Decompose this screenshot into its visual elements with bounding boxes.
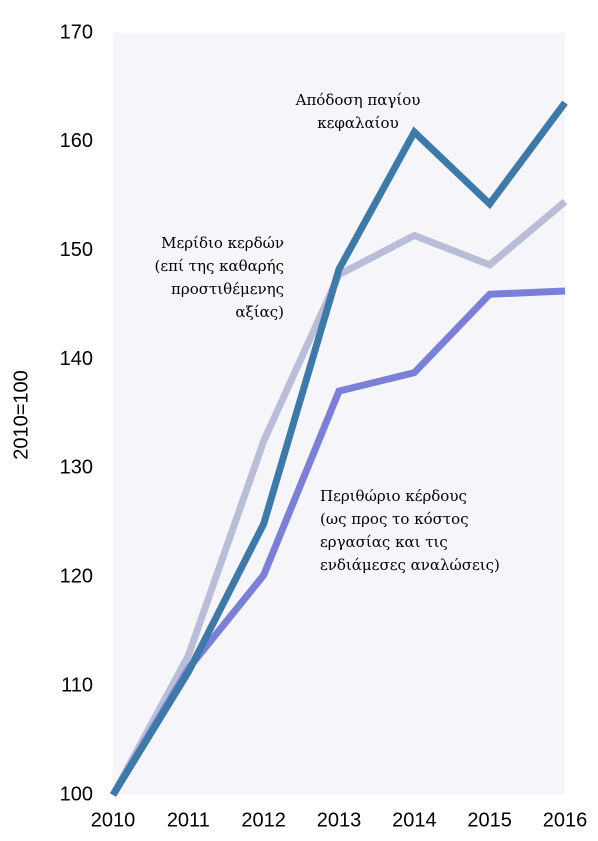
annotation: (επί της καθαρής xyxy=(155,257,284,275)
annotation: κεφαλαίου xyxy=(317,114,398,132)
x-tick-label: 2014 xyxy=(392,809,437,831)
y-tick-label: 130 xyxy=(60,457,93,479)
annotation: προστιθέμενης xyxy=(171,280,284,298)
x-tick-label: 2016 xyxy=(543,809,588,831)
x-tick-label: 2011 xyxy=(167,809,210,831)
line-series xyxy=(110,100,568,797)
annotation: αξίας) xyxy=(235,303,284,321)
y-tick-label: 170 xyxy=(60,21,93,43)
annotation: (ως προς το κόστος xyxy=(320,510,469,528)
y-axis-label: 2010=100 xyxy=(10,370,32,460)
x-tick-label: 2015 xyxy=(467,809,512,831)
annotation: Απόδοση παγίου xyxy=(295,91,421,109)
y-tick-label: 150 xyxy=(60,239,93,261)
x-tick-label: 2012 xyxy=(241,809,286,831)
y-tick-label: 120 xyxy=(60,566,93,588)
y-tick-label: 100 xyxy=(60,783,93,805)
annotation: Μερίδιο κερδών xyxy=(161,234,284,252)
y-tick-label: 140 xyxy=(60,348,93,370)
annotation: εργασίας και τις xyxy=(320,533,448,551)
annotation: Περιθώριο κέρδους xyxy=(320,487,467,505)
x-tick-label: 2013 xyxy=(317,809,362,831)
y-tick-label: 110 xyxy=(61,674,93,696)
y-tick-label: 160 xyxy=(60,130,93,152)
x-tick-label: 2010 xyxy=(91,809,136,831)
annotation: ενδιάμεσες αναλώσεις) xyxy=(320,556,500,574)
